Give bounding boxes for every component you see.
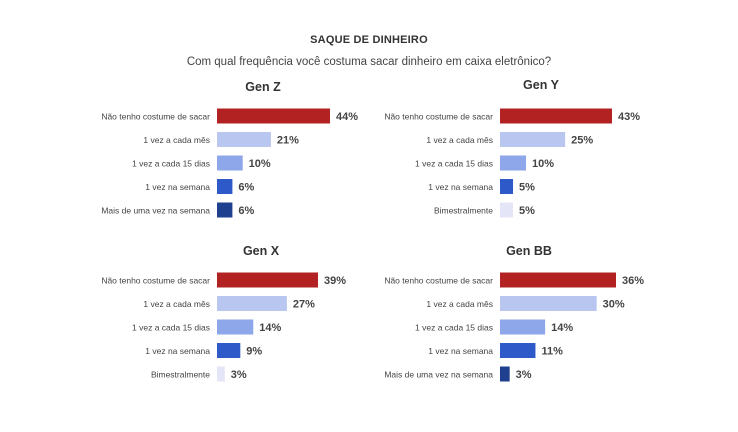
- bar: [500, 179, 514, 194]
- chart-title: Gen Z: [245, 80, 281, 94]
- bar: [500, 366, 510, 382]
- bar: [217, 319, 254, 335]
- category-label: Bimestralmente: [434, 206, 493, 216]
- bar: [217, 179, 233, 194]
- page-title: SAQUE DE DINHEIRO: [310, 34, 428, 46]
- category-label: 1 vez na semana: [428, 182, 493, 192]
- value-label: 6%: [238, 182, 254, 194]
- chart-title: Gen Y: [523, 78, 560, 92]
- value-label: 39%: [324, 275, 346, 287]
- bar: [500, 319, 546, 335]
- category-label: Mais de uma vez na semana: [101, 206, 210, 216]
- category-label: 1 vez a cada mês: [143, 135, 210, 145]
- value-label: 27%: [293, 299, 315, 311]
- bar: [500, 343, 536, 358]
- bar: [217, 108, 330, 124]
- value-label: 5%: [519, 182, 535, 194]
- category-label: 1 vez a cada mês: [426, 299, 493, 309]
- value-label: 43%: [618, 111, 640, 123]
- value-label: 3%: [231, 369, 247, 381]
- bar: [217, 202, 233, 218]
- category-label: 1 vez a cada mês: [426, 135, 493, 145]
- bar: [500, 155, 527, 171]
- category-label: 1 vez na semana: [145, 182, 210, 192]
- category-label: 1 vez a cada 15 dias: [132, 159, 210, 169]
- bar: [500, 272, 616, 288]
- chart-panel-2: Gen X Não tenho costume de sacar 39% 1 vez …: [101, 244, 346, 382]
- chart-title: Gen BB: [506, 244, 552, 258]
- bar: [217, 343, 241, 358]
- bar: [217, 132, 271, 147]
- value-label: 14%: [551, 322, 573, 334]
- bar: [500, 202, 514, 218]
- page-subtitle: Com qual frequência você costuma sacar d…: [186, 56, 552, 68]
- chart-panel-1: Gen Y Não tenho costume de sacar 43% 1 vez …: [384, 78, 640, 218]
- bar: [217, 296, 287, 311]
- chart-panel-3: Gen BB Não tenho costume de sacar 36% 1 vez…: [384, 244, 644, 382]
- category-label: Não tenho costume de sacar: [101, 276, 210, 286]
- bar: [217, 366, 225, 382]
- value-label: 44%: [336, 111, 358, 123]
- category-label: Não tenho costume de sacar: [384, 276, 493, 286]
- chart-title: Gen X: [243, 244, 280, 258]
- value-label: 5%: [519, 205, 535, 217]
- value-label: 21%: [277, 135, 299, 147]
- bar: [217, 155, 243, 171]
- value-label: 14%: [259, 322, 281, 334]
- value-label: 6%: [238, 205, 254, 217]
- bar: [500, 108, 612, 124]
- category-label: Mais de uma vez na semana: [384, 370, 493, 380]
- bar: [500, 296, 597, 311]
- value-label: 10%: [532, 158, 554, 170]
- category-label: 1 vez a cada 15 dias: [415, 159, 493, 169]
- value-label: 36%: [622, 275, 644, 287]
- category-label: 1 vez a cada 15 dias: [415, 323, 493, 333]
- value-label: 30%: [603, 299, 625, 311]
- value-label: 3%: [516, 369, 532, 381]
- category-label: 1 vez a cada mês: [143, 299, 210, 309]
- category-label: 1 vez na semana: [428, 346, 493, 356]
- bar: [500, 132, 566, 147]
- category-label: Não tenho costume de sacar: [101, 112, 210, 122]
- category-label: Não tenho costume de sacar: [384, 112, 493, 122]
- category-label: Bimestralmente: [151, 370, 210, 380]
- value-label: 11%: [541, 346, 563, 358]
- category-label: 1 vez a cada 15 dias: [132, 323, 210, 333]
- chart-panel-0: Gen Z Não tenho costume de sacar 44% 1 vez …: [101, 80, 358, 218]
- value-label: 9%: [246, 346, 262, 358]
- bar: [217, 272, 318, 288]
- value-label: 25%: [571, 135, 593, 147]
- value-label: 10%: [249, 158, 271, 170]
- category-label: 1 vez na semana: [145, 346, 210, 356]
